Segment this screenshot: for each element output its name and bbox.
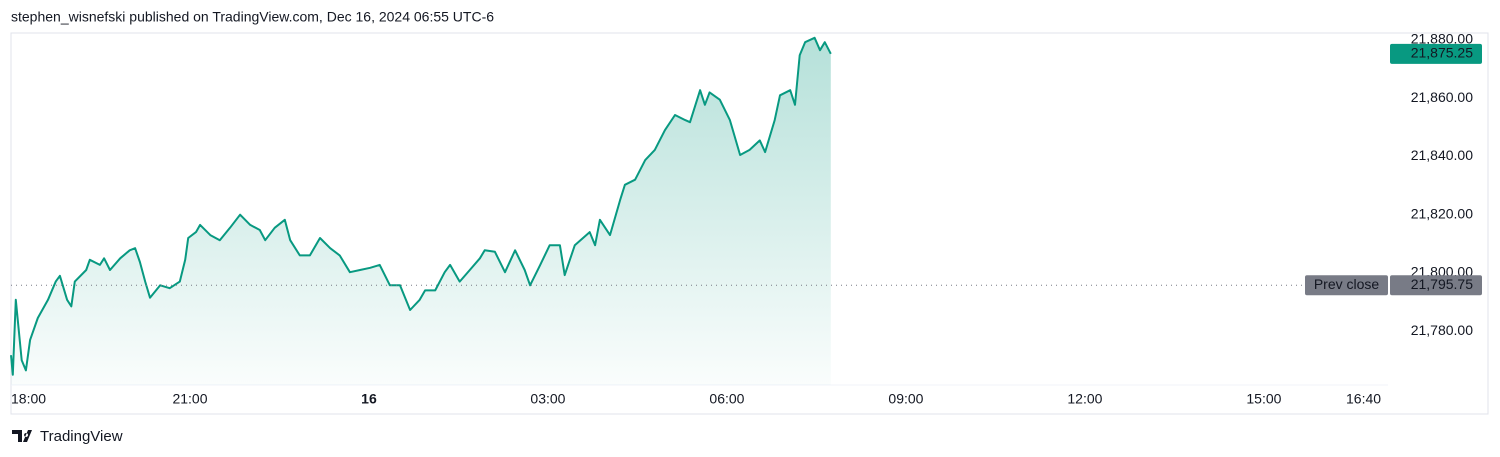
x-tick-label: 15:00 xyxy=(1246,391,1281,407)
y-tick-label: 21,840.00 xyxy=(1411,147,1473,163)
y-tick-label: 21,880.00 xyxy=(1411,31,1473,47)
y-tick-label: 21,780.00 xyxy=(1411,322,1473,338)
price-line xyxy=(10,36,832,376)
prev-close-name-badge xyxy=(1305,275,1388,296)
x-tick-label: 16 xyxy=(361,391,377,407)
x-tick-label: 06:00 xyxy=(709,391,744,407)
x-tick-label: 18:00 xyxy=(11,391,46,407)
x-tick-label: 21:00 xyxy=(172,391,207,407)
brand: TradingView xyxy=(40,428,123,445)
last-price-label: 21,875.25 xyxy=(1411,45,1473,61)
chart-frame xyxy=(10,32,1489,415)
prev-close-label: 21,795.75 xyxy=(1411,276,1473,292)
x-tick-label: 09:00 xyxy=(888,391,923,407)
x-tick-label: 03:00 xyxy=(530,391,565,407)
x-tick-label: 16:40 xyxy=(1346,391,1381,407)
y-tick-label: 21,860.00 xyxy=(1411,89,1473,105)
last-price-badge xyxy=(1390,43,1482,64)
prev-close-name: Prev close xyxy=(1314,276,1380,292)
chart-title: stephen_wisnefski published on TradingVi… xyxy=(11,9,494,25)
prev-close-badge xyxy=(1390,275,1482,296)
y-tick-label: 21,820.00 xyxy=(1411,205,1473,221)
brand-logo xyxy=(12,430,32,442)
x-tick-label: 12:00 xyxy=(1067,391,1102,407)
area-fill xyxy=(11,37,831,386)
